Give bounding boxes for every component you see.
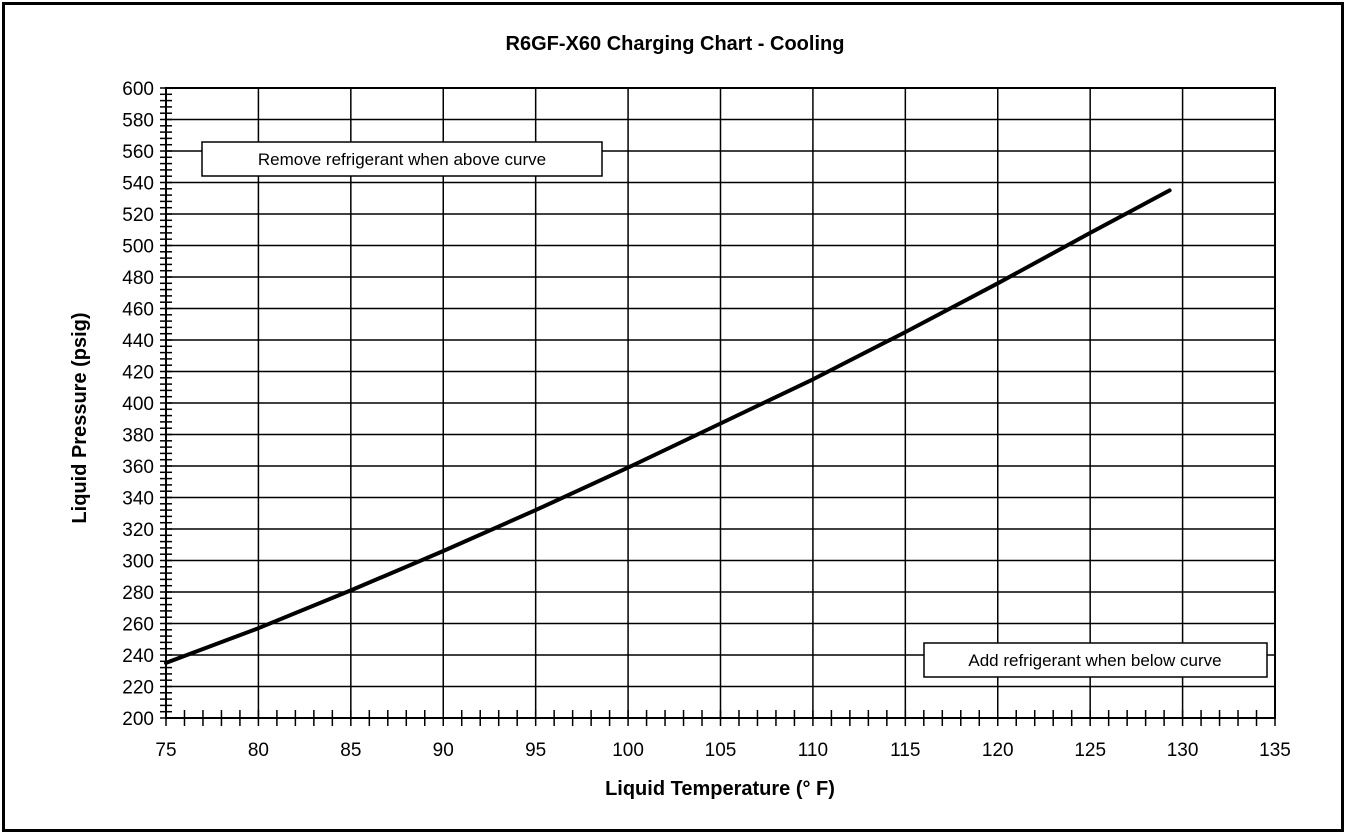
x-tick-label: 100 xyxy=(612,740,644,761)
y-tick-label: 520 xyxy=(122,205,154,226)
x-tick-label: 130 xyxy=(1167,740,1199,761)
chart-title: R6GF-X60 Charging Chart - Cooling xyxy=(506,33,845,55)
y-tick-label: 580 xyxy=(122,111,154,132)
y-tick-label: 320 xyxy=(122,520,154,541)
y-tick-label: 500 xyxy=(122,237,154,258)
grid-layer xyxy=(165,87,1276,719)
y-tick-label: 540 xyxy=(122,174,154,195)
x-tick-label: 120 xyxy=(982,740,1014,761)
y-tick-label: 480 xyxy=(122,268,154,289)
x-tick-labels: 75 80 85 90 95 100 105 110 115 120 125 130 135 xyxy=(155,740,1290,761)
y-tick-label: 600 xyxy=(122,79,154,100)
y-tick-label: 380 xyxy=(122,426,154,447)
x-tick-label: 80 xyxy=(248,740,269,761)
y-tick-label: 440 xyxy=(122,331,154,352)
y-tick-label: 460 xyxy=(122,300,154,321)
x-tick-label: 125 xyxy=(1074,740,1106,761)
y-tick-label: 300 xyxy=(122,552,154,573)
x-tick-label: 75 xyxy=(155,740,176,761)
annotation-add-text: Add refrigerant when below curve xyxy=(968,651,1221,670)
y-axis-title: Liquid Pressure (psig) xyxy=(69,312,91,523)
x-tick-label: 90 xyxy=(433,740,454,761)
x-tick-label: 110 xyxy=(798,740,828,761)
minor-ticks xyxy=(160,87,1276,726)
y-tick-label: 340 xyxy=(122,489,154,510)
y-tick-label: 420 xyxy=(122,363,154,384)
annotation-box xyxy=(201,141,603,177)
y-tick-label: 260 xyxy=(122,615,154,636)
y-tick-label: 200 xyxy=(122,709,154,730)
x-tick-label: 85 xyxy=(340,740,361,761)
y-tick-label: 220 xyxy=(122,678,154,699)
x-axis-title: Liquid Temperature (° F) xyxy=(605,778,835,800)
x-tick-label: 115 xyxy=(890,740,920,761)
y-tick-label: 560 xyxy=(122,142,154,163)
annotation-remove-text: Remove refrigerant when above curve xyxy=(258,150,546,169)
y-tick-label: 280 xyxy=(122,583,154,604)
annotation-box xyxy=(923,642,1268,678)
x-tick-label: 135 xyxy=(1259,740,1291,761)
plot-border xyxy=(165,87,1276,719)
annotation-add-refrigerant: Add refrigerant when below curve xyxy=(923,642,1268,678)
charging-curve-line xyxy=(164,188,1172,665)
x-tick-label: 95 xyxy=(525,740,546,761)
x-tick-label: 105 xyxy=(705,740,737,761)
annotation-remove-refrigerant: Remove refrigerant when above curve xyxy=(201,141,603,177)
y-tick-label: 400 xyxy=(122,394,154,415)
y-tick-label: 360 xyxy=(122,457,154,478)
y-tick-label: 240 xyxy=(122,646,154,667)
y-tick-labels: 200 220 240 260 280 300 320 340 360 380 400 420 440 4… xyxy=(122,79,154,730)
